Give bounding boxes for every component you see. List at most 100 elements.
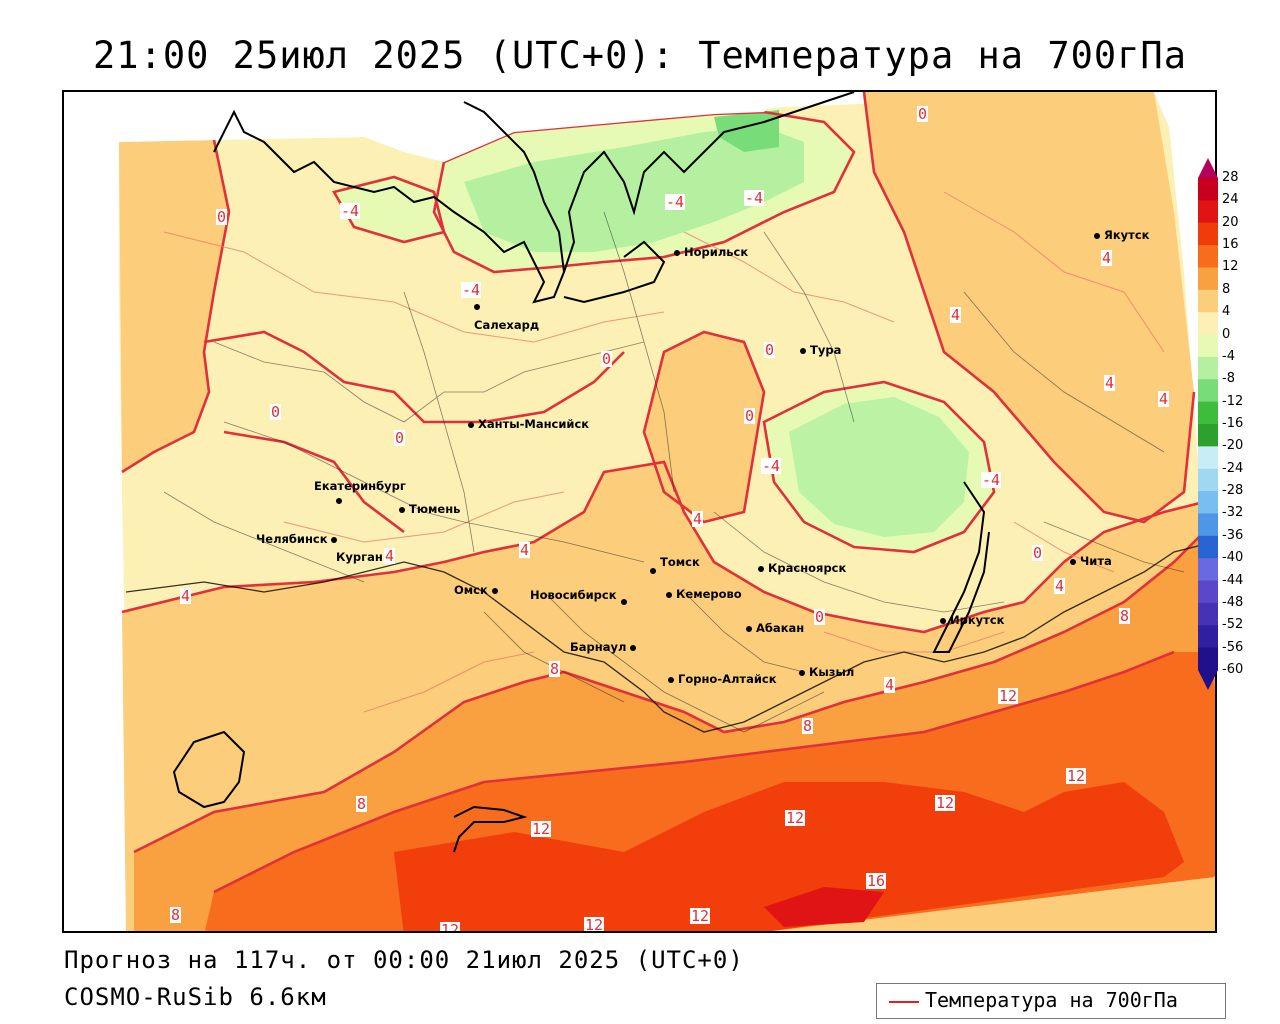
colorbar-segment (1198, 558, 1218, 582)
colorbar-tick-label: -8 (1222, 371, 1235, 387)
contour-label: 12 (1066, 767, 1087, 785)
colorbar-segment (1198, 200, 1218, 224)
city-tomsk[interactable]: Томск (650, 555, 700, 574)
contour-label: -4 (340, 202, 361, 220)
colorbar-svg (1198, 158, 1218, 690)
city-novosibirsk[interactable]: Новосибирск (530, 588, 627, 605)
colorbar-segment (1198, 222, 1218, 246)
city-khanty-mansiysk[interactable]: Ханты-Мансийск (468, 417, 589, 431)
city-barnaul[interactable]: Барнаул (570, 640, 637, 654)
colorbar-tick-label: 16 (1222, 237, 1239, 253)
contour-label: 4 (1158, 390, 1170, 408)
map-canvas (64, 92, 1215, 931)
contour-label: 4 (1104, 374, 1116, 392)
city-chelyabinsk[interactable]: Челябинск (256, 532, 337, 546)
city-irkutsk[interactable]: Иркутск (940, 613, 1004, 627)
zone-12-16-b (394, 782, 1184, 931)
zone-cold-west (334, 177, 444, 242)
contour-label: 4 (180, 587, 192, 605)
colorbar-segment (1198, 424, 1218, 447)
legend-label: Температура на 700гПа (925, 988, 1178, 1012)
city-tura[interactable]: Тура (800, 343, 841, 357)
colorbar-segment (1198, 312, 1218, 336)
city-kyzyl[interactable]: Кызыл (799, 665, 854, 679)
city-dot-icon (746, 626, 752, 632)
contour-label: 12 (935, 794, 956, 812)
colorbar-segment (1198, 401, 1218, 425)
colorbar-segment (1198, 513, 1218, 537)
city-norilsk[interactable]: Норильск (674, 245, 748, 259)
contour-label: 16 (866, 872, 887, 890)
colorbar-tick-label: -48 (1222, 594, 1244, 610)
contour-label: 12 (440, 922, 461, 931)
city-salekhard[interactable]: Салехард (474, 304, 539, 332)
forecast-map[interactable]: Якутск Норильск Салехард Тура Ханты-Манс… (62, 90, 1217, 933)
contour-label: 12 (690, 907, 711, 925)
contour-label: -4 (744, 189, 765, 207)
colorbar-tick-label: -24 (1222, 460, 1244, 476)
contour-label: 4 (1101, 249, 1113, 267)
colorbar-segment (1198, 289, 1218, 313)
colorbar-tick-label: -36 (1222, 527, 1244, 543)
city-yekaterinburg[interactable]: Екатеринбург (314, 479, 406, 507)
colorbar-segment (1198, 267, 1218, 291)
legend-line-swatch (889, 1001, 919, 1003)
colorbar-bottom-arrow (1198, 670, 1218, 690)
city-dot-icon (1094, 233, 1100, 239)
contour-label: 4 (384, 547, 396, 565)
city-dot-icon (668, 677, 674, 683)
colorbar-segment (1198, 379, 1218, 403)
city-chita[interactable]: Чита (1070, 554, 1112, 568)
colorbar-segment (1198, 446, 1218, 470)
minor-contours (163, 191, 1165, 713)
colorbar-tick-label: -56 (1222, 639, 1244, 655)
colorbar-segment (1198, 625, 1218, 649)
contour-label: 4 (884, 676, 896, 694)
arctic-sea (64, 92, 784, 242)
contour-label: 0 (814, 608, 826, 626)
colorbar-segment (1198, 602, 1218, 626)
colorbar-tick-label: 4 (1222, 304, 1231, 320)
contour-label: 0 (1032, 544, 1044, 562)
city-dot-icon (330, 537, 337, 543)
colorbar-tick-label: -40 (1222, 550, 1244, 566)
colorbar-tick-label: 0 (1222, 326, 1231, 342)
colorbar-segment (1198, 535, 1218, 559)
contour-label: 0 (764, 341, 776, 359)
city-omsk[interactable]: Омск (454, 583, 498, 597)
colorbar-segment (1198, 334, 1218, 358)
coastlines (172, 92, 990, 853)
city-dot-icon (630, 645, 637, 651)
contour-label: 0 (216, 208, 228, 226)
contour-label: -4 (981, 471, 1002, 489)
city-dot-icon (940, 618, 946, 624)
city-yakutsk[interactable]: Якутск (1094, 228, 1149, 242)
contour-label: 12 (584, 916, 605, 933)
colorbar-tick-label: -20 (1222, 438, 1244, 454)
contour-label: 8 (170, 906, 182, 924)
city-abakan[interactable]: Абакан (746, 621, 804, 635)
contour-label: 8 (1119, 607, 1131, 625)
zone-cold-north-3 (714, 110, 779, 152)
colorbar-tick-label: -32 (1222, 505, 1244, 521)
contour-label: 0 (601, 350, 613, 368)
contour-label: 4 (950, 306, 962, 324)
city-dot-icon (491, 588, 498, 594)
colorbar-tick-label: -28 (1222, 483, 1244, 499)
contour-label: 8 (356, 795, 368, 813)
city-dot-icon (468, 422, 474, 428)
city-dot-icon (800, 348, 806, 354)
page-title: 21:00 25июл 2025 (UTC+0): Температура на… (93, 34, 1187, 77)
city-kemerovo[interactable]: Кемерово (666, 587, 742, 601)
colorbar-tick-label: -60 (1222, 662, 1244, 677)
colorbar-tick-label: -52 (1222, 617, 1244, 633)
city-gorno-altaysk[interactable]: Горно-Алтайск (668, 672, 777, 686)
colorbar-segment (1198, 356, 1218, 380)
city-dot-icon (474, 304, 480, 310)
city-tyumen[interactable]: Тюмень (399, 502, 460, 516)
contour-label: 4 (1054, 577, 1066, 595)
city-dot-icon (666, 592, 672, 598)
contour-label: 12 (785, 809, 806, 827)
city-krasnoyarsk[interactable]: Красноярск (758, 561, 846, 575)
region-borders (163, 211, 1185, 733)
